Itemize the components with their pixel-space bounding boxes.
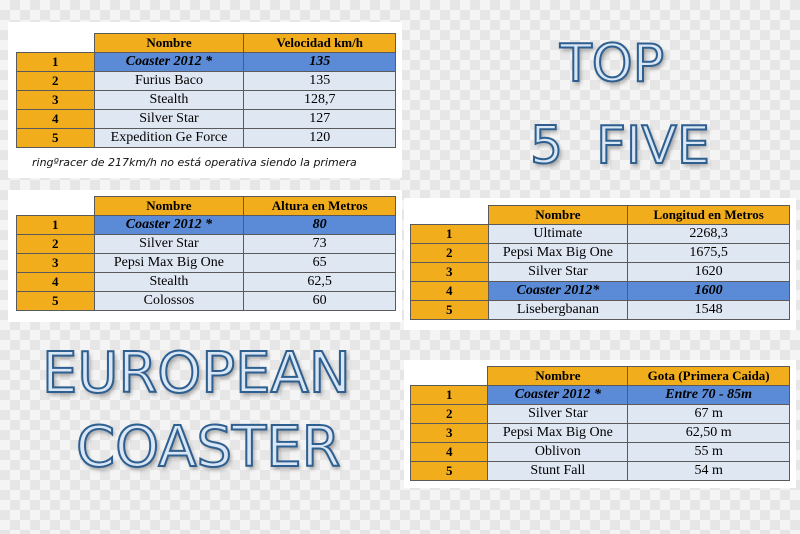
heading-top: TOP: [559, 34, 665, 94]
name-cell: Stealth: [93, 90, 245, 110]
value-cell: 135: [243, 52, 396, 72]
rank-cell: 5: [410, 300, 489, 320]
rank-cell: 3: [410, 262, 489, 282]
table-row: 5 Stunt Fall 54 m: [409, 461, 790, 481]
name-cell: Lisebergbanan: [487, 300, 629, 320]
table-row: 1 Coaster 2012 * 135: [16, 52, 396, 72]
heading-five: 5 FIVE: [529, 116, 711, 176]
value-cell: 73: [243, 234, 396, 254]
name-cell: Colossos: [93, 291, 245, 311]
rank-cell: 1: [410, 224, 489, 244]
value-cell: 60: [243, 291, 396, 311]
rank-cell: 2: [409, 404, 489, 424]
column-header-value: Longitud en Metros: [627, 205, 790, 225]
column-header-name: Nombre: [93, 33, 245, 53]
name-cell: Pepsi Max Big One: [93, 253, 245, 273]
value-cell: 55 m: [627, 442, 790, 462]
table-row: 2 Furius Baco 135: [16, 71, 396, 91]
value-cell: 1675,5: [627, 243, 790, 263]
table-row: 3 Pepsi Max Big One 65: [16, 253, 396, 273]
name-cell: Coaster 2012 *: [93, 52, 245, 72]
table-row: 5 Colossos 60: [16, 291, 396, 311]
value-cell: 127: [243, 109, 396, 129]
table-row: 4 Stealth 62,5: [16, 272, 396, 292]
rank-cell: 3: [16, 253, 95, 273]
table-row: 1 Ultimate 2268,3: [410, 224, 790, 244]
value-cell: 62,50 m: [627, 423, 790, 443]
name-cell: Coaster 2012 *: [93, 215, 245, 235]
rank-cell: 5: [16, 291, 95, 311]
rank-cell: 2: [16, 71, 95, 91]
column-header-name: Nombre: [487, 366, 629, 386]
value-cell: 1600: [627, 281, 790, 301]
table-row: 4 Silver Star 127: [16, 109, 396, 129]
name-cell: Expedition Ge Force: [93, 128, 245, 148]
rank-cell: 5: [409, 461, 489, 481]
rank-cell: 4: [16, 272, 95, 292]
name-cell: Ultimate: [487, 224, 629, 244]
table-row: 2 Silver Star 73: [16, 234, 396, 254]
value-cell: 65: [243, 253, 396, 273]
value-cell: 120: [243, 128, 396, 148]
rank-cell: 3: [16, 90, 95, 110]
table-row: 2 Pepsi Max Big One 1675,5: [410, 243, 790, 263]
value-cell: 128,7: [243, 90, 396, 110]
value-cell: 62,5: [243, 272, 396, 292]
speed-note: ringºracer de 217km/h no está operativa …: [32, 156, 357, 169]
heading-european: EUROPEAN: [41, 341, 352, 406]
column-header-value: Gota (Primera Caida): [627, 366, 790, 386]
value-cell: 135: [243, 71, 396, 91]
value-cell: 1620: [627, 262, 790, 282]
column-header-name: Nombre: [93, 196, 245, 216]
name-cell: Stealth: [93, 272, 245, 292]
rank-cell: 2: [16, 234, 95, 254]
rank-cell: 4: [410, 281, 489, 301]
drop-table: Nombre Gota (Primera Caida) 1 Coaster 20…: [409, 366, 790, 481]
table-row: 2 Silver Star 67 m: [409, 404, 790, 424]
value-cell: Entre 70 - 85m: [627, 385, 790, 405]
table-row: 1 Coaster 2012 * 80: [16, 215, 396, 235]
column-header-value: Velocidad km/h: [243, 33, 396, 53]
name-cell: Pepsi Max Big One: [487, 243, 629, 263]
table-row: 4 Coaster 2012* 1600: [410, 281, 790, 301]
value-cell: 1548: [627, 300, 790, 320]
name-cell: Furius Baco: [93, 71, 245, 91]
value-cell: 2268,3: [627, 224, 790, 244]
rank-cell: 1: [16, 215, 95, 235]
name-cell: Oblivon: [487, 442, 629, 462]
table-row: 3 Stealth 128,7: [16, 90, 396, 110]
rank-cell: 1: [409, 385, 489, 405]
table-row: 4 Oblivon 55 m: [409, 442, 790, 462]
name-cell: Coaster 2012*: [487, 281, 629, 301]
value-cell: 67 m: [627, 404, 790, 424]
name-cell: Silver Star: [487, 262, 629, 282]
rank-cell: 2: [410, 243, 489, 263]
name-cell: Stunt Fall: [487, 461, 629, 481]
rank-cell: 3: [409, 423, 489, 443]
name-cell: Coaster 2012 *: [487, 385, 629, 405]
name-cell: Silver Star: [487, 404, 629, 424]
column-header-value: Altura en Metros: [243, 196, 396, 216]
table-row: 1 Coaster 2012 * Entre 70 - 85m: [409, 385, 790, 405]
speed-table: Nombre Velocidad km/h 1 Coaster 2012 * 1…: [16, 33, 396, 148]
rank-cell: 1: [16, 52, 95, 72]
rank-cell: 4: [409, 442, 489, 462]
rank-cell: 5: [16, 128, 95, 148]
table-row: 5 Expedition Ge Force 120: [16, 128, 396, 148]
value-cell: 54 m: [627, 461, 790, 481]
name-cell: Pepsi Max Big One: [487, 423, 629, 443]
heading-coaster: COASTER: [75, 415, 342, 480]
rank-cell: 4: [16, 109, 95, 129]
name-cell: Silver Star: [93, 234, 245, 254]
length-table: Nombre Longitud en Metros 1 Ultimate 226…: [410, 205, 790, 320]
table-row: 3 Pepsi Max Big One 62,50 m: [409, 423, 790, 443]
height-table: Nombre Altura en Metros 1 Coaster 2012 *…: [16, 196, 396, 311]
value-cell: 80: [243, 215, 396, 235]
name-cell: Silver Star: [93, 109, 245, 129]
table-row: 3 Silver Star 1620: [410, 262, 790, 282]
table-row: 5 Lisebergbanan 1548: [410, 300, 790, 320]
column-header-name: Nombre: [487, 205, 629, 225]
